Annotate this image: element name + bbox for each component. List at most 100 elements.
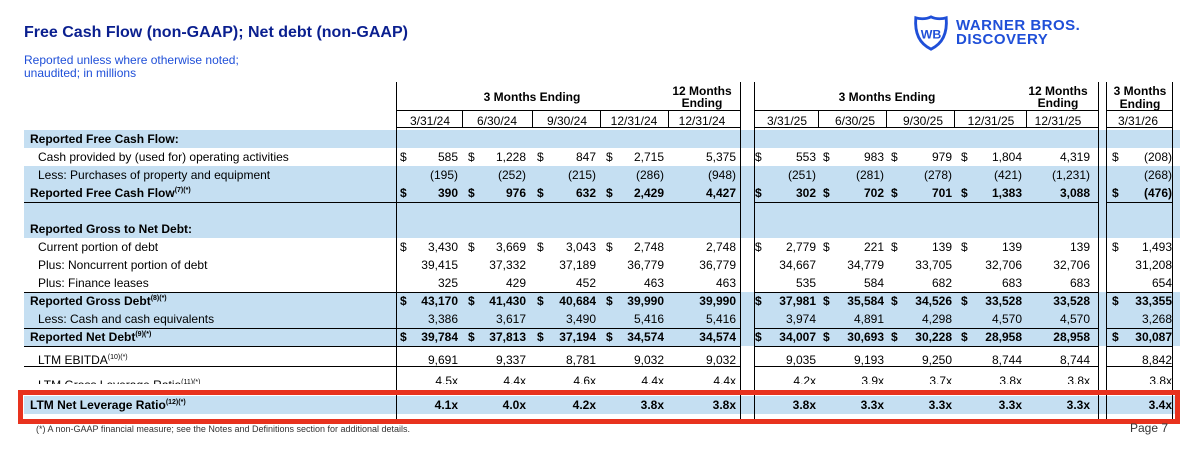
table-cell: 3.8x	[792, 398, 816, 412]
row-label: LTM Gross Leverage Ratio(11)(*)	[38, 378, 201, 384]
table-cell: 9,032	[705, 353, 736, 367]
column-header: Ending	[1037, 96, 1079, 110]
table-cell: 37,981	[779, 294, 816, 308]
table-cell: 3.8x	[1067, 376, 1090, 384]
wb-shield-icon: WB	[914, 15, 948, 51]
table-cell: 4.0x	[502, 398, 526, 412]
column-header: 6/30/24	[476, 114, 518, 128]
column-divider	[1106, 82, 1107, 420]
table-row: Current portion of debt 3,430 $3,669 $3,043…	[24, 238, 1180, 256]
table-cell: (252)	[497, 168, 526, 182]
column-header: 3/31/26	[1117, 114, 1159, 128]
table-cell: (948)	[707, 168, 736, 182]
table-cell: 683	[1069, 276, 1090, 290]
dollar-sign: $	[468, 294, 475, 308]
dollar-sign: $	[400, 150, 407, 164]
rule-line	[1106, 292, 1172, 293]
table-cell: 632	[575, 186, 596, 200]
table-cell: 4,570	[1059, 312, 1090, 326]
table-row: Plus: Finance leases 325 429 452 463 463 535 58…	[24, 274, 1180, 292]
dollar-sign: $	[1112, 330, 1119, 344]
table-cell: 3.8x	[1149, 376, 1172, 384]
dollar-sign: $	[961, 186, 968, 200]
table-cell: 452	[575, 276, 596, 290]
dollar-sign: $	[606, 150, 613, 164]
table-cell: 8,781	[565, 353, 596, 367]
table-cell: 3.8x	[999, 376, 1022, 384]
table-cell: 3,043	[565, 240, 596, 254]
rule-line	[754, 366, 1098, 367]
rule-line	[754, 328, 1098, 329]
table-cell: 221	[863, 240, 884, 254]
table-cell: 4,570	[991, 312, 1022, 326]
dollar-sign: $	[468, 150, 475, 164]
table-cell: 34,007	[779, 330, 816, 344]
table-cell: 32,706	[1053, 258, 1090, 272]
column-divider	[886, 110, 887, 127]
dollar-sign: $	[755, 294, 762, 308]
table-cell: 33,528	[1053, 294, 1090, 308]
row-label: Plus: Finance leases	[38, 276, 149, 290]
rule-line	[754, 346, 1098, 347]
column-divider	[754, 82, 755, 420]
table-cell: 463	[643, 276, 664, 290]
company-logo: WB WARNER BROS. DISCOVERY	[912, 14, 1080, 52]
row-label: Cash provided by (used for) operating ac…	[38, 150, 289, 164]
table-row: Less: Purchases of property and equipmen…	[24, 166, 1180, 184]
dollar-sign: $	[823, 240, 830, 254]
rule-line	[1106, 366, 1172, 367]
row-label: Reported Free Cash Flow:	[30, 132, 179, 146]
column-header: 9/30/25	[902, 114, 944, 128]
rule-line	[1106, 346, 1172, 347]
table-row: Less: Cash and cash equivalents 3,386 3,61…	[24, 310, 1180, 328]
column-header: 12/31/25	[967, 114, 1015, 128]
dollar-sign: $	[606, 240, 613, 254]
table-cell: 3,386	[427, 312, 458, 326]
table-cell: 3.9x	[861, 376, 884, 384]
table-cell: 584	[863, 276, 884, 290]
logo-line2: DISCOVERY	[956, 31, 1049, 48]
logo-line1: WARNER BROS.	[956, 17, 1081, 34]
column-header: 3 Months	[1113, 84, 1167, 98]
dollar-sign: $	[468, 186, 475, 200]
table-cell: 4.6x	[573, 376, 596, 384]
column-divider	[1098, 82, 1099, 420]
footnote-ref: (8)(*)	[150, 295, 167, 302]
table-cell: (251)	[787, 168, 816, 182]
table-cell: 8,744	[991, 353, 1022, 367]
table-cell: 4.2x	[793, 376, 816, 384]
footnote-ref: (12)(*)	[165, 399, 186, 406]
table-row: Plus: Noncurrent portion of debt 39,415 37…	[24, 256, 1180, 274]
table-cell: 30,228	[915, 330, 952, 344]
dollar-sign: $	[537, 240, 544, 254]
table-cell: 2,748	[705, 240, 736, 254]
table-cell: 5,416	[633, 312, 664, 326]
table-cell: 4,319	[1059, 150, 1090, 164]
column-header: 12 Months	[1028, 84, 1088, 98]
table-cell: 701	[931, 186, 952, 200]
table-cell: 3,974	[785, 312, 816, 326]
table-cell: 37,189	[559, 258, 596, 272]
table-cell: (281)	[855, 168, 884, 182]
column-header: 3 Months Ending	[483, 90, 581, 104]
table-cell: 3,268	[1141, 312, 1172, 326]
table-cell: 3,490	[565, 312, 596, 326]
column-header: 3 Months Ending	[838, 90, 936, 104]
table-cell: 5,416	[705, 312, 736, 326]
table-cell: 654	[1151, 276, 1172, 290]
table-cell: 3,088	[1059, 186, 1090, 200]
table-row: LTM Gross Leverage Ratio(11)(*) 4.5x 4.4x 4…	[24, 376, 1180, 384]
dollar-sign: $	[891, 294, 898, 308]
table-cell: (286)	[635, 168, 664, 182]
table-cell: 30,693	[847, 330, 884, 344]
table-cell: 979	[931, 150, 952, 164]
table-cell: 37,332	[489, 258, 526, 272]
dollar-sign: $	[823, 186, 830, 200]
column-header: 12/31/24	[610, 114, 658, 128]
table-row: Reported Gross to Net Debt:	[24, 220, 1180, 238]
dollar-sign: $	[891, 240, 898, 254]
table-cell: 139	[1001, 240, 1022, 254]
table-cell: 3,430	[427, 240, 458, 254]
table-cell: 8,842	[1141, 353, 1172, 367]
row-label: Less: Purchases of property and equipmen…	[38, 168, 271, 182]
